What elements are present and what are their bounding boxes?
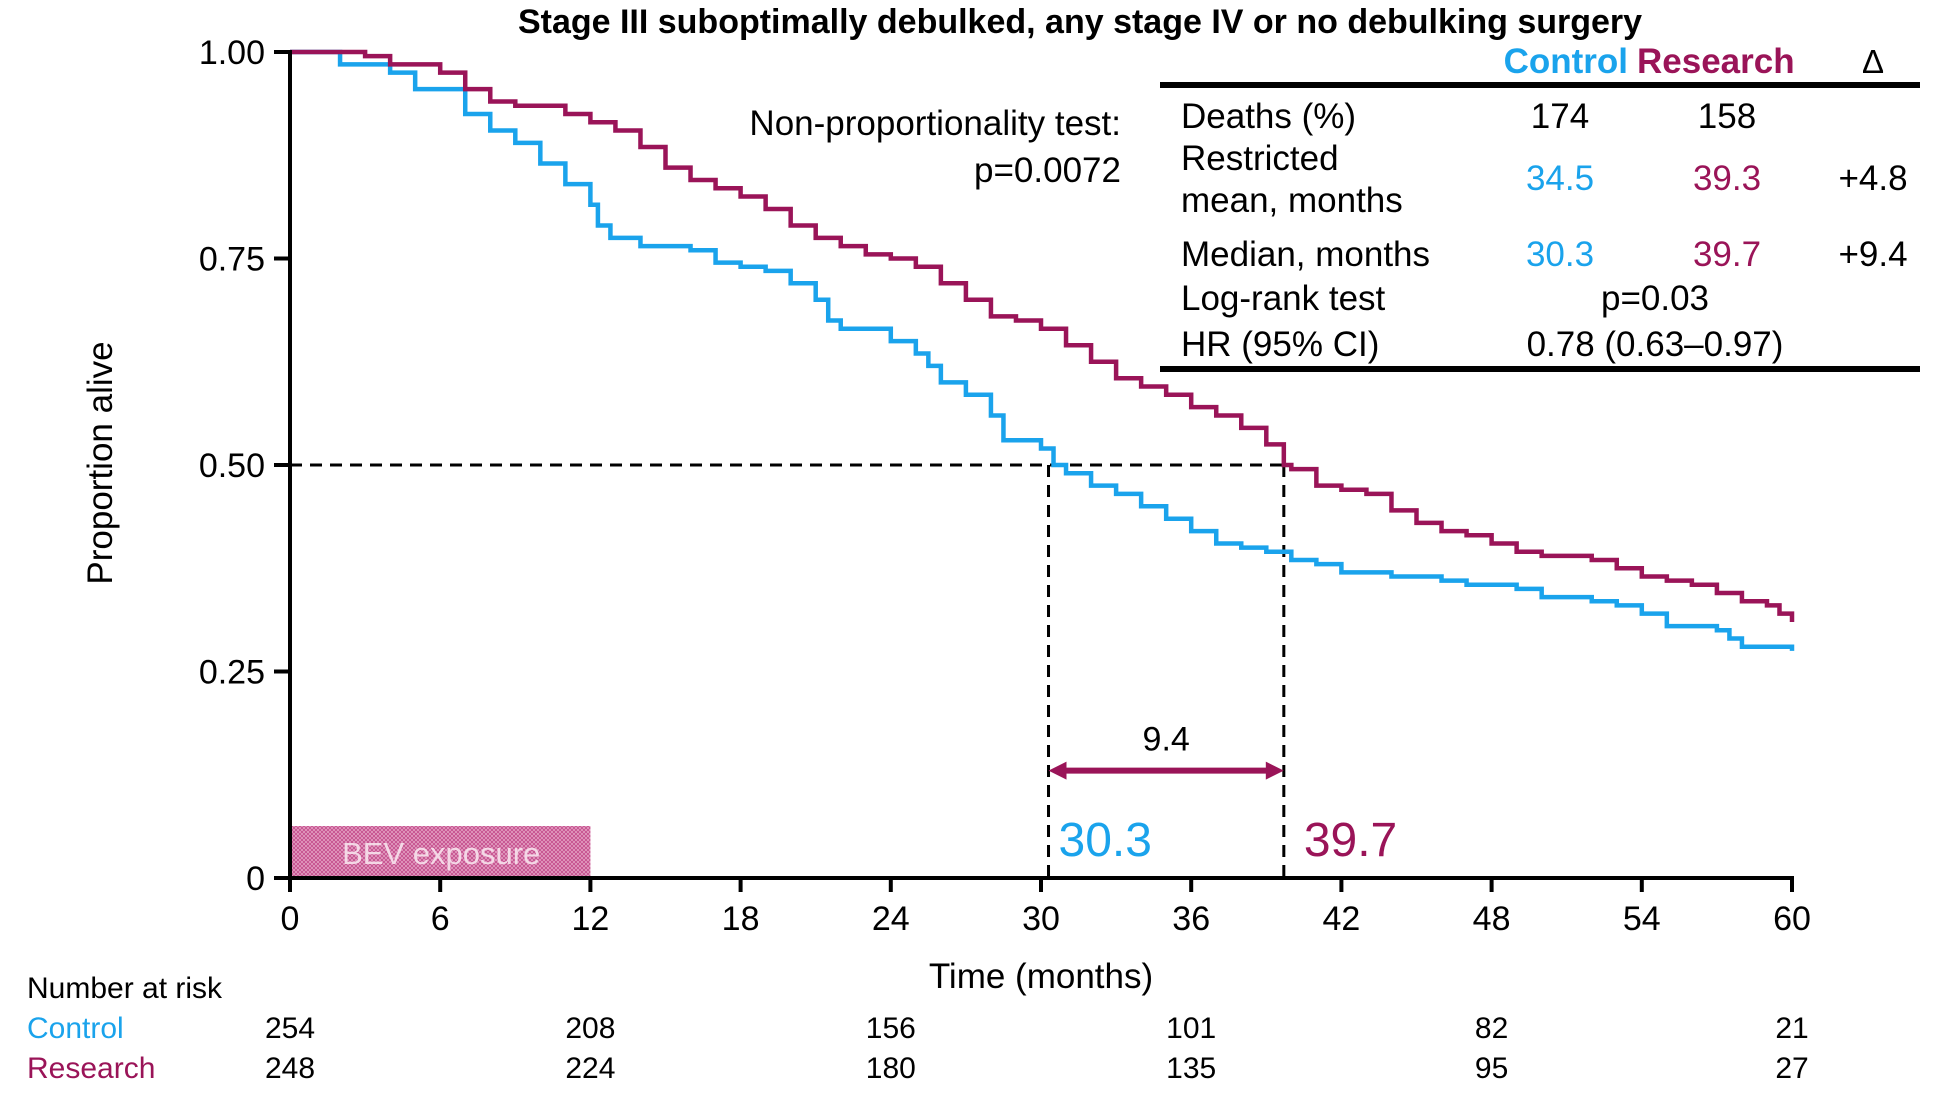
row-median-delta: +9.4 — [1838, 235, 1907, 274]
summary-table: Control Research Δ Deaths (%) 174 158 Re… — [1160, 42, 1920, 372]
risk-value-research: 180 — [866, 1052, 916, 1085]
risk-value-research: 95 — [1475, 1052, 1508, 1085]
median-label-research: 39.7 — [1304, 814, 1397, 867]
risk-value-control: 208 — [565, 1012, 615, 1045]
x-tick-label: 6 — [431, 900, 450, 938]
nonprop-test-line1: Non-proportionality test: — [749, 104, 1121, 143]
risk-value-research: 27 — [1775, 1052, 1808, 1085]
arrow-head-right — [1265, 761, 1284, 780]
risk-label-research: Research — [27, 1052, 155, 1085]
risk-value-control: 101 — [1166, 1012, 1216, 1045]
x-tick-label: 48 — [1473, 900, 1511, 938]
nonprop-test-line2: p=0.0072 — [974, 151, 1121, 190]
chart-title: Stage III suboptimally debulked, any sta… — [518, 3, 1642, 41]
median-reference-lines — [290, 463, 1286, 878]
risk-value-control: 21 — [1775, 1012, 1808, 1045]
risk-value-research: 135 — [1166, 1052, 1216, 1085]
row-logrank-label: Log-rank test — [1181, 279, 1386, 318]
x-tick-label: 24 — [872, 900, 910, 938]
median-difference-label: 9.4 — [1143, 721, 1190, 759]
x-tick-label: 42 — [1322, 900, 1360, 938]
row-median-label: Median, months — [1181, 235, 1430, 274]
risk-value-research: 248 — [265, 1052, 315, 1085]
x-tick-label: 60 — [1773, 900, 1811, 938]
row-median-research: 39.7 — [1693, 235, 1761, 274]
median-label-control: 30.3 — [1059, 814, 1152, 867]
survival-curve-control — [290, 49, 1795, 651]
row-median-control: 30.3 — [1526, 235, 1594, 274]
risk-value-research: 224 — [565, 1052, 615, 1085]
x-tick-label: 54 — [1623, 900, 1661, 938]
row-hr-label: HR (95% CI) — [1181, 325, 1379, 364]
risk-label-control: Control — [27, 1012, 124, 1045]
x-axis-label: Time (months) — [929, 957, 1153, 996]
survival-curve-research — [290, 49, 1795, 622]
y-tick-label: 0.25 — [199, 654, 265, 692]
median-difference-arrow — [1048, 761, 1284, 780]
risk-value-control: 82 — [1475, 1012, 1508, 1045]
risk-value-control: 254 — [265, 1012, 315, 1045]
bev-exposure-label: BEV exposure — [342, 836, 540, 871]
y-tick-label: 0.50 — [199, 447, 265, 485]
row-restricted-delta: +4.8 — [1838, 159, 1907, 198]
row-deaths-control: 174 — [1531, 97, 1589, 136]
risk-value-control: 156 — [866, 1012, 916, 1045]
row-restricted-research: 39.3 — [1693, 159, 1761, 198]
row-restricted-label-2: mean, months — [1181, 181, 1403, 220]
y-axis-label: Proportion alive — [81, 341, 120, 584]
row-restricted-label-1: Restricted — [1181, 139, 1339, 178]
row-deaths-research: 158 — [1698, 97, 1756, 136]
x-tick-label: 0 — [281, 900, 300, 938]
x-tick-label: 30 — [1022, 900, 1060, 938]
table-header-delta: Δ — [1862, 43, 1884, 80]
number-at-risk-values: 254 208 156 101 82 21 248 224 180 135 95 27 — [265, 1012, 1809, 1085]
y-tick-label: 0 — [246, 860, 265, 898]
y-tick-label: 0.75 — [199, 241, 265, 279]
row-hr-value: 0.78 (0.63–0.97) — [1527, 325, 1784, 364]
row-logrank-value: p=0.03 — [1601, 279, 1709, 318]
x-tick-label: 18 — [722, 900, 760, 938]
arrow-head-left — [1048, 761, 1067, 780]
axes: 0 6 12 18 24 30 36 42 48 54 60 0 0.25 0.50 0.75 1.00 — [199, 34, 1811, 938]
row-restricted-control: 34.5 — [1526, 159, 1594, 198]
table-header-research: Research — [1637, 42, 1795, 81]
survival-curves — [290, 49, 1795, 651]
y-tick-label: 1.00 — [199, 34, 265, 72]
x-tick-label: 36 — [1172, 900, 1210, 938]
bev-exposure-band — [292, 826, 591, 876]
table-header-control: Control — [1504, 42, 1628, 81]
number-at-risk-title: Number at risk — [27, 972, 223, 1005]
x-tick-label: 12 — [571, 900, 609, 938]
row-deaths-label: Deaths (%) — [1181, 97, 1356, 136]
